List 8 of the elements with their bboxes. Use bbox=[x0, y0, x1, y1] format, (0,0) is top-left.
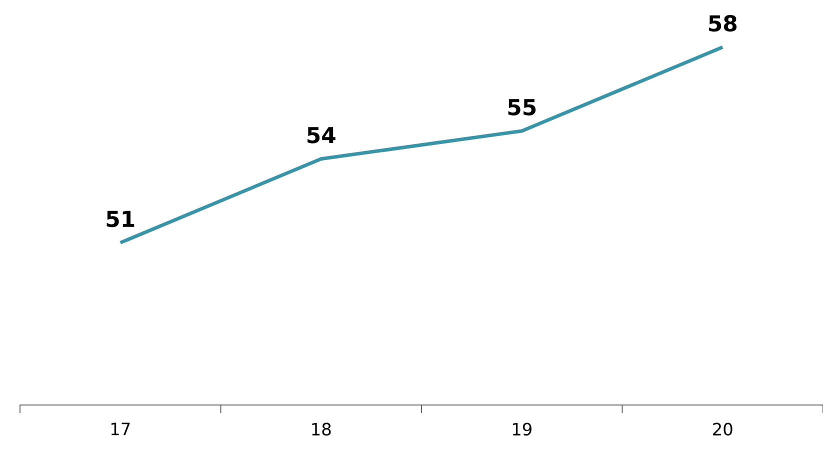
x-tick-label: 20 bbox=[713, 422, 732, 436]
x-tick-label: 17 bbox=[111, 422, 130, 436]
x-tick-label: 19 bbox=[512, 422, 532, 436]
data-label: 51 bbox=[106, 210, 134, 228]
data-label: 54 bbox=[308, 127, 336, 144]
data-label: 55 bbox=[508, 99, 536, 116]
x-tick-label: 18 bbox=[312, 422, 331, 436]
data-label: 58 bbox=[709, 15, 737, 32]
